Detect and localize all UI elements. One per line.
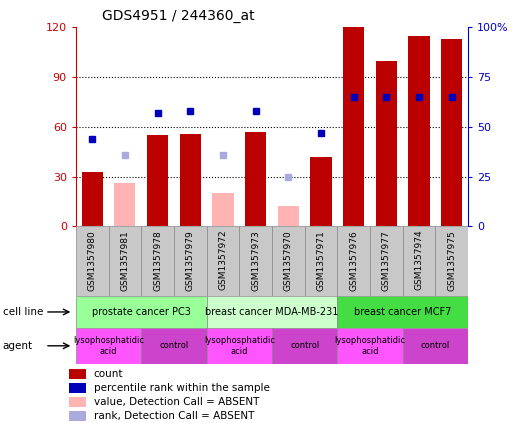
Text: GSM1357971: GSM1357971 — [316, 230, 325, 291]
Text: prostate cancer PC3: prostate cancer PC3 — [92, 307, 191, 317]
Bar — [76, 226, 109, 296]
Bar — [70, 411, 85, 421]
Bar — [370, 226, 403, 296]
Bar — [212, 193, 234, 226]
Bar — [239, 226, 272, 296]
Bar — [337, 328, 403, 364]
Bar — [114, 183, 135, 226]
Text: GSM1357976: GSM1357976 — [349, 230, 358, 291]
Bar — [70, 383, 85, 393]
Text: GSM1357977: GSM1357977 — [382, 230, 391, 291]
Text: GSM1357979: GSM1357979 — [186, 230, 195, 291]
Text: GSM1357974: GSM1357974 — [415, 230, 424, 291]
Bar — [304, 226, 337, 296]
Bar — [272, 328, 337, 364]
Bar — [109, 226, 141, 296]
Bar — [343, 27, 365, 226]
Text: lysophosphatidic
acid: lysophosphatidic acid — [335, 336, 405, 355]
Bar — [70, 369, 85, 379]
Bar — [408, 36, 430, 226]
Bar — [76, 296, 207, 328]
Text: control: control — [290, 341, 319, 350]
Bar — [376, 60, 397, 226]
Bar — [337, 296, 468, 328]
Bar — [278, 206, 299, 226]
Bar — [76, 328, 141, 364]
Bar — [207, 296, 337, 328]
Text: GSM1357975: GSM1357975 — [447, 230, 456, 291]
Bar — [141, 226, 174, 296]
Text: GDS4951 / 244360_at: GDS4951 / 244360_at — [102, 9, 255, 23]
Bar — [207, 226, 239, 296]
Bar — [82, 172, 103, 226]
Bar — [337, 226, 370, 296]
Bar — [147, 135, 168, 226]
Text: control: control — [421, 341, 450, 350]
Bar — [245, 132, 266, 226]
Text: GSM1357978: GSM1357978 — [153, 230, 162, 291]
Text: agent: agent — [3, 341, 33, 351]
Bar — [179, 134, 201, 226]
Text: breast cancer MCF7: breast cancer MCF7 — [354, 307, 451, 317]
Text: count: count — [94, 369, 123, 379]
Text: GSM1357972: GSM1357972 — [219, 230, 228, 291]
Bar — [70, 397, 85, 407]
Text: rank, Detection Call = ABSENT: rank, Detection Call = ABSENT — [94, 411, 254, 421]
Text: lysophosphatidic
acid: lysophosphatidic acid — [73, 336, 144, 355]
Text: GSM1357973: GSM1357973 — [251, 230, 260, 291]
Bar — [403, 328, 468, 364]
Text: GSM1357980: GSM1357980 — [88, 230, 97, 291]
Text: lysophosphatidic
acid: lysophosphatidic acid — [204, 336, 275, 355]
Bar — [272, 226, 304, 296]
Bar — [310, 157, 332, 226]
Bar — [403, 226, 435, 296]
Text: cell line: cell line — [3, 307, 43, 317]
Bar — [441, 39, 462, 226]
Text: GSM1357981: GSM1357981 — [120, 230, 129, 291]
Text: percentile rank within the sample: percentile rank within the sample — [94, 383, 269, 393]
Text: GSM1357970: GSM1357970 — [284, 230, 293, 291]
Bar — [174, 226, 207, 296]
Text: value, Detection Call = ABSENT: value, Detection Call = ABSENT — [94, 397, 259, 407]
Bar — [141, 328, 207, 364]
Bar — [435, 226, 468, 296]
Text: control: control — [160, 341, 188, 350]
Bar — [207, 328, 272, 364]
Text: breast cancer MDA-MB-231: breast cancer MDA-MB-231 — [205, 307, 339, 317]
